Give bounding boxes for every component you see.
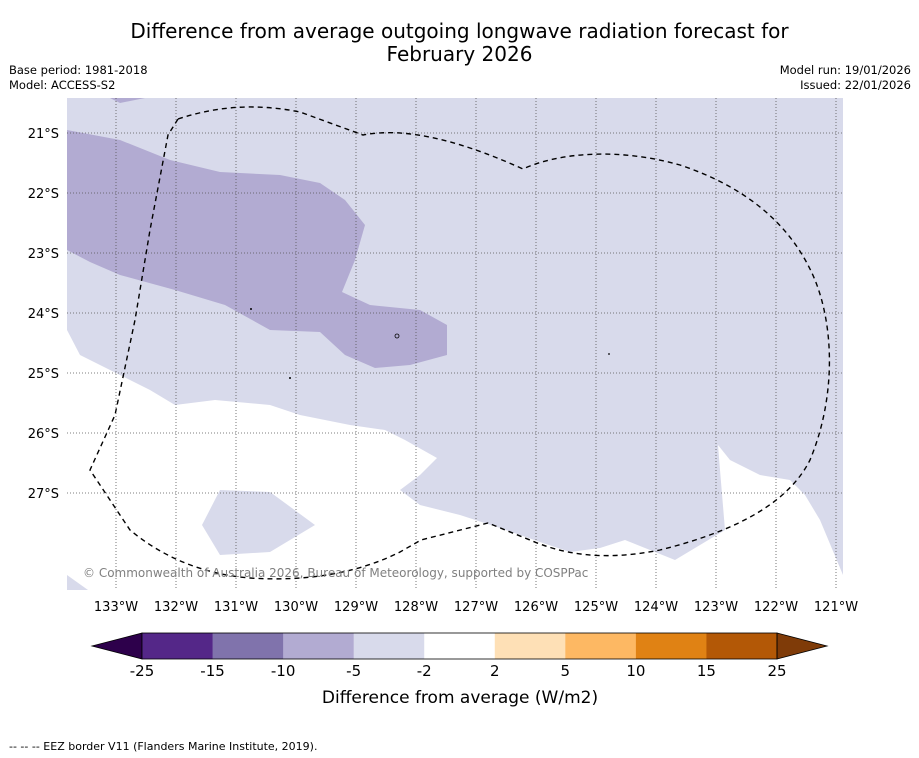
- eez-border: [89, 106, 831, 580]
- map-area: © Commonwealth of Australia 2026, Bureau…: [67, 98, 843, 590]
- lon-label: 130°W: [274, 600, 318, 615]
- lon-label: 128°W: [394, 600, 438, 615]
- colorbar-segment: [565, 633, 637, 659]
- lat-label: 27°S: [28, 487, 59, 502]
- copyright-notice: © Commonwealth of Australia 2026, Bureau…: [83, 566, 588, 580]
- colorbar-tick-label: 25: [767, 662, 786, 680]
- anomaly-region-medium-top: [110, 98, 145, 103]
- island-mark: [394, 333, 400, 339]
- anomaly-region-light-corner: [67, 575, 88, 590]
- colorbar-segment: [494, 633, 566, 659]
- colorbar-tick-label: 10: [626, 662, 645, 680]
- lat-label: 25°S: [28, 367, 59, 382]
- colorbar-segment: [706, 633, 778, 659]
- lon-label: 129°W: [334, 600, 378, 615]
- lon-label: 124°W: [634, 600, 678, 615]
- eez-legend-note: -- -- -- EEZ border V11 (Flanders Marine…: [9, 740, 318, 753]
- colorbar-tick-label: 5: [561, 662, 571, 680]
- lat-label: 24°S: [28, 307, 59, 322]
- colorbar-frame: [141, 632, 778, 660]
- lon-label: 132°W: [154, 600, 198, 615]
- colorbar-tick-label: -10: [271, 662, 296, 680]
- colorbar-tick-label: -25: [130, 662, 155, 680]
- base-period: Base period: 1981-2018: [9, 63, 148, 77]
- island-mark: [250, 308, 252, 310]
- lat-label: 21°S: [28, 127, 59, 142]
- island-mark: [289, 377, 291, 379]
- colorbar-tick-label: 2: [490, 662, 500, 680]
- lon-label: 125°W: [574, 600, 618, 615]
- colorbar-over-arrow: [776, 632, 829, 660]
- colorbar-segment: [353, 633, 425, 659]
- lon-label: 127°W: [454, 600, 498, 615]
- anomaly-region-light-island: [202, 490, 315, 555]
- colorbar-segment: [424, 633, 496, 659]
- colorbar: -25 -15 -10 -5 -2 2 5 10 15 25 Difference from av…: [90, 632, 829, 708]
- issued-date: Issued: 22/01/2026: [800, 78, 911, 92]
- colorbar-segment: [212, 633, 284, 659]
- lon-label: 121°W: [814, 600, 858, 615]
- gridlines: [67, 98, 843, 590]
- lon-label: 126°W: [514, 600, 558, 615]
- model-name: Model: ACCESS-S2: [9, 78, 116, 92]
- colorbar-tick-label: -2: [417, 662, 432, 680]
- colorbar-segment: [283, 633, 355, 659]
- lat-label: 23°S: [28, 247, 59, 262]
- lon-label: 123°W: [694, 600, 738, 615]
- lat-label: 26°S: [28, 427, 59, 442]
- lon-label: 122°W: [754, 600, 798, 615]
- longitude-labels: 133°W 132°W 131°W 130°W 129°W 128°W 127°…: [94, 600, 858, 615]
- island-mark: [608, 353, 610, 355]
- model-run: Model run: 19/01/2026: [779, 63, 911, 77]
- colorbar-under-arrow: [90, 632, 143, 660]
- anomaly-region-medium: [67, 130, 447, 368]
- lat-label: 22°S: [28, 187, 59, 202]
- latitude-labels: 21°S 22°S 23°S 24°S 25°S 26°S 27°S: [28, 127, 59, 502]
- map-title-line1: Difference from average outgoing longwav…: [130, 19, 789, 43]
- lon-label: 133°W: [94, 600, 138, 615]
- colorbar-tick-label: 15: [697, 662, 716, 680]
- colorbar-tick-label: -5: [346, 662, 361, 680]
- lon-label: 131°W: [214, 600, 258, 615]
- map-title-line2: February 2026: [386, 42, 533, 66]
- colorbar-segment: [142, 633, 214, 659]
- colorbar-segment: [635, 633, 707, 659]
- colorbar-title: Difference from average (W/m2): [322, 688, 598, 708]
- colorbar-tick-label: -15: [200, 662, 225, 680]
